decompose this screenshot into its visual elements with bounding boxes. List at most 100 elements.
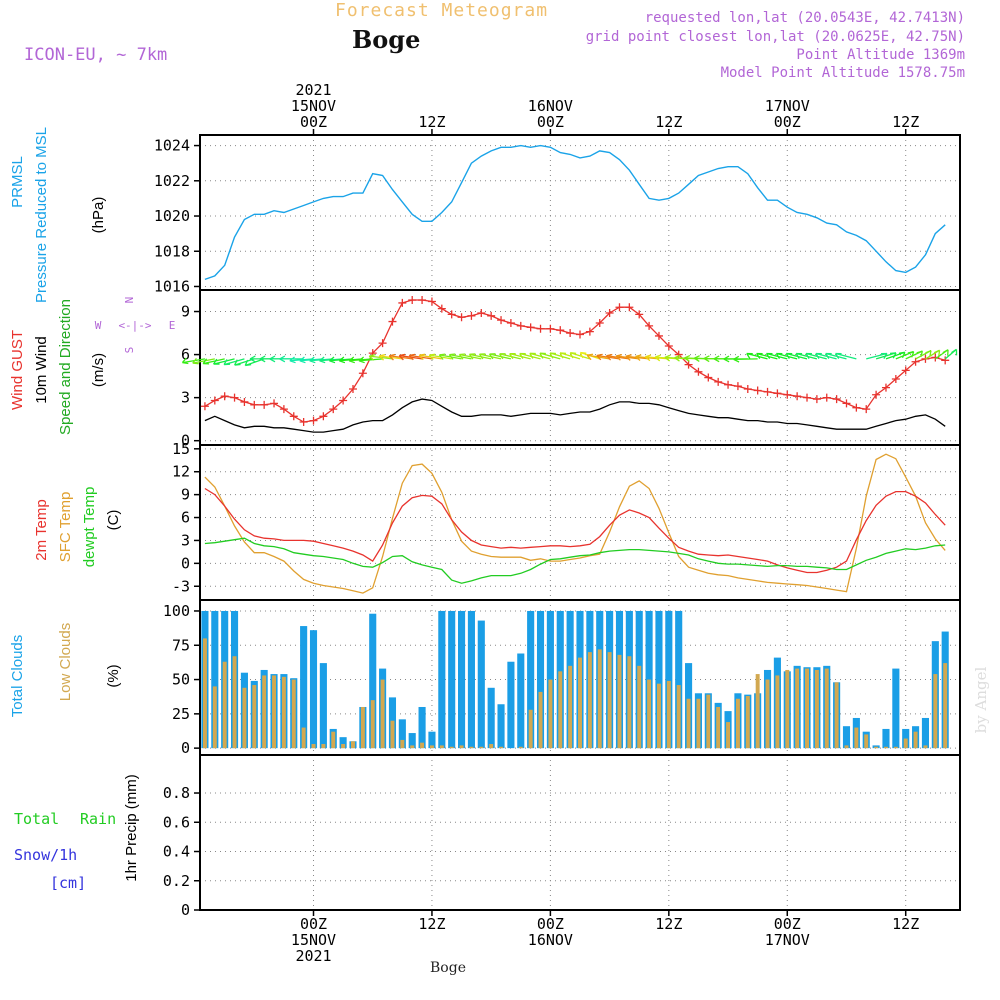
wind-gust-marker	[645, 321, 654, 330]
total-cloud-bar	[487, 687, 495, 749]
wind-gust-marker	[763, 387, 772, 396]
total-cloud-bar	[458, 610, 466, 749]
y-tick-label: 100	[163, 602, 190, 620]
y-tick-label: 3	[181, 531, 190, 549]
panel-frame	[199, 754, 961, 911]
wind-panel-labels: Wind GUST 10m Wind Speed and Direction (…	[9, 297, 175, 435]
wind-10m-line	[204, 398, 946, 433]
precip-panel-labels: Total Rain Snow/1h [cm] 1hr Precip (mm)	[14, 774, 140, 892]
top-time-label: 2021	[295, 81, 331, 99]
wind-label-1: Wind GUST	[9, 330, 26, 410]
y-tick-label: 6	[181, 346, 190, 364]
wind-gust-marker	[536, 324, 545, 333]
low-cloud-bar	[706, 694, 711, 749]
y-tick-label: 6	[181, 509, 190, 527]
top-time-label: 12Z	[655, 113, 682, 131]
low-cloud-bar	[627, 656, 632, 749]
wind-gust-marker	[279, 405, 288, 414]
low-cloud-bar	[676, 685, 681, 749]
low-cloud-bar	[933, 674, 938, 749]
wind-direction-arrow	[499, 353, 521, 360]
low-cloud-bar	[341, 744, 346, 749]
low-cloud-bar	[272, 675, 276, 749]
wind-direction-arrow	[223, 358, 245, 366]
y-tick-label: 0.2	[163, 872, 190, 890]
wind-gust-marker	[793, 392, 802, 401]
total-cloud-bar	[921, 717, 930, 749]
low-cloud-bar	[587, 652, 592, 749]
bottom-time-label: 12Z	[418, 915, 445, 933]
wind-direction-arrow	[756, 352, 778, 360]
low-cloud-bar	[400, 739, 405, 749]
low-cloud-bar	[518, 746, 523, 749]
wind-gust-marker	[812, 395, 821, 404]
total-cloud-bar	[211, 610, 219, 749]
wind-gust-marker	[388, 317, 397, 326]
wind-direction-arrow	[559, 352, 581, 360]
wind-gust-marker	[230, 393, 239, 402]
low-cloud-bar	[262, 675, 267, 749]
total-cloud-bar	[882, 728, 890, 749]
low-cloud-bar	[785, 669, 790, 749]
wind-direction-arrow	[509, 353, 531, 360]
total-cloud-bar	[477, 620, 485, 749]
y-tick-label: 15	[172, 440, 190, 458]
wind-gust-line	[204, 299, 946, 423]
wind-gust-marker	[299, 418, 308, 427]
low-cloud-bar	[745, 696, 750, 749]
low-cloud-bar	[528, 709, 533, 749]
total-cloud-bar	[428, 731, 436, 749]
dewpt-temp-line	[204, 537, 946, 584]
total-cloud-bar	[497, 704, 505, 749]
bottom-time-label: 00Z	[300, 915, 327, 933]
wind-gust-marker	[358, 369, 367, 378]
wind-gust-marker	[260, 400, 269, 409]
low-cloud-bar	[686, 698, 691, 749]
wind-gust-marker	[724, 380, 733, 389]
y-tick-label: 0	[181, 432, 190, 450]
wind-direction-arrow	[468, 353, 492, 360]
compass-west: W	[95, 319, 102, 332]
compass-rose: N S W E <-|->	[95, 297, 176, 354]
wind-direction-arrow	[519, 352, 541, 360]
low-cloud-bar	[903, 738, 908, 749]
low-cloud-bar	[439, 745, 444, 749]
y-tick-label: 0	[181, 739, 190, 757]
wind-direction-arrow	[733, 355, 758, 363]
low-cloud-bar	[814, 669, 819, 749]
wind-gust-marker	[753, 386, 762, 395]
wind-gust-marker	[664, 341, 673, 350]
wind-gust-marker	[615, 303, 624, 312]
pressure-label-3: (hPa)	[90, 197, 107, 234]
low-cloud-bar	[301, 727, 306, 749]
total-cloud-bar	[842, 726, 851, 749]
cloud-panel-labels: Total Clouds Low Clouds (%)	[9, 623, 122, 717]
wind-gust-marker	[516, 321, 525, 330]
wind-gust-marker	[783, 390, 792, 399]
gridpoint-coords: grid point closest lon,lat (20.0625E, 42…	[586, 29, 965, 45]
low-cloud-bar	[696, 698, 701, 749]
top-time-label: 15NOV	[291, 97, 336, 115]
top-time-label: 17NOV	[765, 97, 810, 115]
total-cloud-bar	[448, 610, 456, 749]
total-cloud-bar	[438, 610, 446, 749]
wind-gust-marker	[654, 331, 663, 340]
low-cloud-bar	[538, 691, 543, 749]
wind-gust-marker	[329, 405, 338, 414]
total-cloud-bar	[665, 610, 673, 749]
wind-gust-marker	[595, 319, 604, 328]
wind-direction-arrow	[358, 356, 383, 364]
y-tick-label: 1016	[154, 277, 190, 295]
wind-gust-marker	[477, 308, 486, 317]
y-tick-label: 1024	[154, 137, 190, 155]
low-cloud-bar	[607, 652, 612, 749]
low-cloud-bar	[568, 665, 573, 749]
wind-gust-marker	[210, 396, 219, 405]
y-tick-label: 1020	[154, 207, 190, 225]
wind-gust-marker	[842, 399, 851, 408]
y-tick-label: 75	[172, 636, 190, 654]
wind-gust-marker	[526, 323, 535, 332]
wind-gust-marker	[625, 303, 634, 312]
low-cloud-bar	[893, 746, 898, 749]
precip-label-cm: [cm]	[50, 874, 86, 892]
